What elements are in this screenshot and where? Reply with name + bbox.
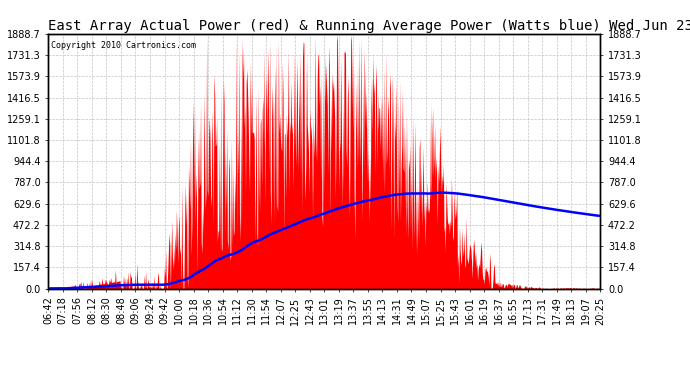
Text: East Array Actual Power (red) & Running Average Power (Watts blue) Wed Jun 23 20: East Array Actual Power (red) & Running …	[48, 19, 690, 33]
Text: Copyright 2010 Cartronics.com: Copyright 2010 Cartronics.com	[51, 41, 196, 50]
